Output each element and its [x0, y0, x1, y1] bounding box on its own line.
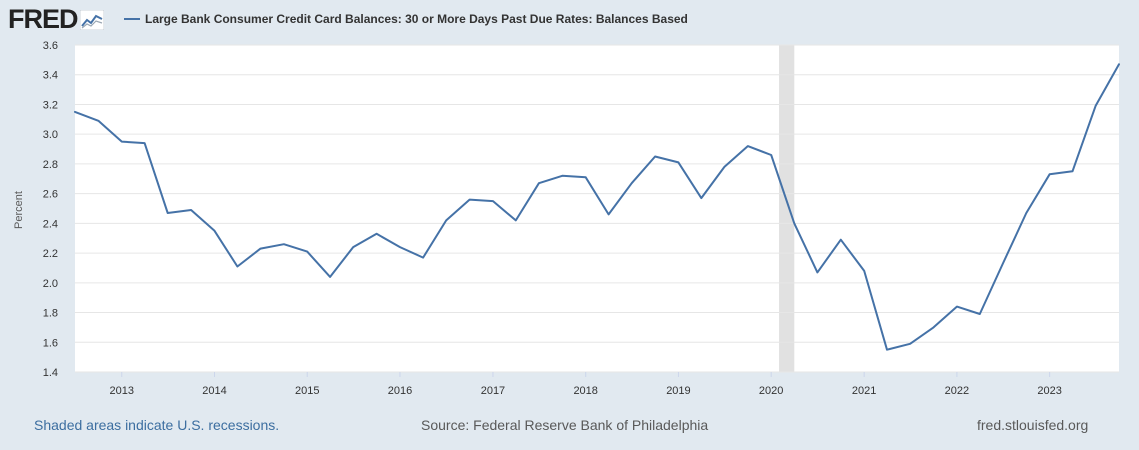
fred-logo-text: FRED — [8, 3, 78, 34]
x-tick-label: 2013 — [110, 385, 134, 397]
legend-label: Large Bank Consumer Credit Card Balances… — [145, 12, 688, 26]
x-tick-label: 2020 — [759, 385, 783, 397]
y-tick-label: 3.4 — [43, 70, 58, 82]
y-tick-label: 2.6 — [43, 189, 58, 201]
y-tick-label: 2.0 — [43, 278, 58, 290]
y-tick-label: 3.0 — [43, 129, 58, 141]
recession-note-link[interactable]: Shaded areas indicate U.S. recessions. — [34, 417, 280, 433]
y-tick-label: 3.2 — [43, 99, 58, 111]
y-tick-label: 1.8 — [43, 308, 58, 320]
x-tick-label: 2018 — [573, 385, 597, 397]
chart-legend[interactable]: Large Bank Consumer Credit Card Balances… — [124, 12, 688, 26]
recession-band — [779, 45, 795, 372]
y-tick-label: 1.6 — [43, 337, 58, 349]
x-tick-label: 2014 — [202, 385, 226, 397]
x-tick-label: 2019 — [666, 385, 690, 397]
y-tick-label: 2.2 — [43, 248, 58, 260]
y-tick-label: 2.4 — [43, 218, 58, 230]
fred-logo[interactable]: FRED — [8, 4, 104, 34]
y-axis-label: Percent — [13, 191, 25, 229]
x-tick-label: 2016 — [388, 385, 412, 397]
series-line — [74, 63, 1120, 351]
x-tick-label: 2017 — [481, 385, 505, 397]
y-tick-label: 2.8 — [43, 159, 58, 171]
y-tick-label: 1.4 — [43, 367, 58, 379]
x-tick-label: 2015 — [295, 385, 319, 397]
x-tick-label: 2023 — [1037, 385, 1061, 397]
source-note: Source: Federal Reserve Bank of Philadel… — [421, 417, 709, 433]
plot-area — [75, 45, 1119, 372]
site-link[interactable]: fred.stlouisfed.org — [977, 417, 1089, 433]
x-tick-label: 2021 — [852, 385, 876, 397]
legend-swatch — [124, 18, 140, 20]
y-tick-label: 3.6 — [43, 40, 58, 52]
line-graph-icon — [79, 10, 104, 30]
x-tick-label: 2022 — [945, 385, 969, 397]
